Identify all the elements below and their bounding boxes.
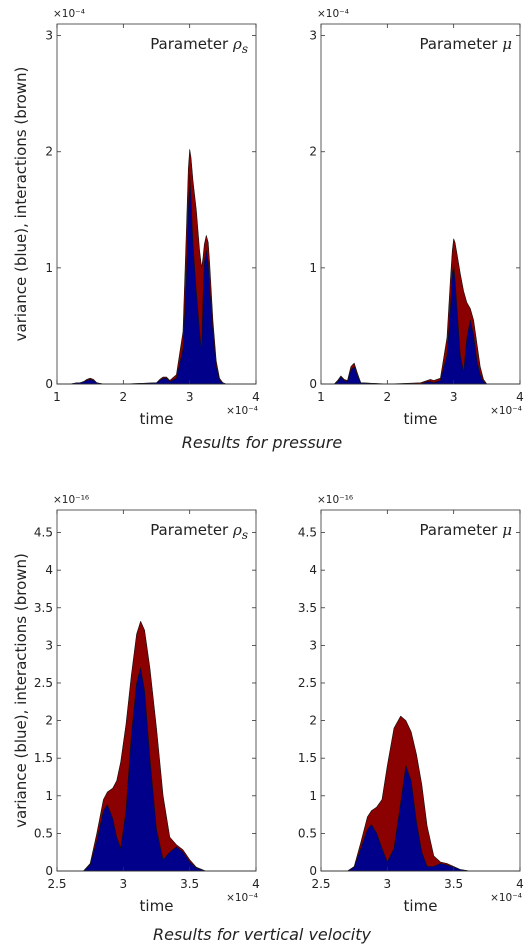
- y-axis-label: variance (blue), interactions (brown): [12, 67, 30, 342]
- x-tick-label: 3.5: [180, 877, 199, 891]
- x-exponent-label: ×10⁻⁴: [490, 405, 522, 417]
- y-tick-label: 2.5: [34, 676, 53, 690]
- chart-title: Parameter μ: [419, 521, 512, 539]
- y-tick-label: 3: [309, 638, 317, 652]
- x-tick-label: 3: [450, 390, 458, 404]
- y-tick-label: 0.5: [298, 826, 317, 840]
- y-tick-label: 4.5: [298, 526, 317, 540]
- x-tick-label: 2.5: [311, 877, 330, 891]
- y-tick-label: 1: [45, 261, 53, 275]
- x-tick-label: 2.5: [47, 877, 66, 891]
- x-tick-label: 3: [120, 877, 128, 891]
- x-exponent-label: ×10⁻⁴: [226, 405, 258, 417]
- x-tick-label: 2: [384, 390, 392, 404]
- area-variance: [320, 765, 521, 872]
- x-tick-label: 3: [384, 877, 392, 891]
- x-tick-label: 1: [317, 390, 325, 404]
- axes-frame: [320, 509, 521, 872]
- chart-title: Parameter μ: [419, 35, 512, 53]
- y-tick-label: 3: [45, 29, 53, 43]
- area-interactions: [56, 149, 257, 385]
- y-tick-label: 2: [45, 145, 53, 159]
- y-exponent-label: ×10⁻¹⁶: [53, 494, 89, 506]
- y-tick-label: 0: [45, 377, 53, 391]
- x-tick-label: 2: [120, 390, 128, 404]
- caption-velocity: Results for vertical velocity: [153, 925, 371, 944]
- chart-velocity-mu: 2.5 3 3.5 4 0 0.5 1 1.5 2 2.5 3 3.5 4 4.5 ×10⁻¹⁶ ×10⁻⁴ t…: [298, 494, 524, 915]
- y-tick-label: 3: [309, 29, 317, 43]
- y-tick-label: 2: [309, 714, 317, 728]
- area-interactions: [320, 238, 521, 385]
- y-tick-label: 3: [45, 638, 53, 652]
- x-axis-label: time: [404, 897, 438, 915]
- area-variance: [56, 174, 257, 385]
- y-tick-label: 0: [45, 864, 53, 878]
- y-exponent-label: ×10⁻⁴: [317, 8, 349, 20]
- x-exponent-label: ×10⁻⁴: [490, 892, 522, 904]
- x-axis-label: time: [404, 410, 438, 428]
- y-tick-label: 4: [45, 563, 53, 577]
- y-tick-label: 3.5: [298, 601, 317, 615]
- axes-frame: [320, 23, 521, 385]
- y-exponent-label: ×10⁻⁴: [53, 8, 85, 20]
- area-variance: [56, 667, 257, 872]
- x-tick-label: 3: [186, 390, 194, 404]
- area-variance: [320, 265, 521, 385]
- chart-title: Parameter ρs: [150, 521, 248, 542]
- y-axis-label: variance (blue), interactions (brown): [12, 553, 30, 828]
- x-tick-label: 4: [252, 390, 260, 404]
- x-tick-label: 4: [252, 877, 260, 891]
- x-exponent-label: ×10⁻⁴: [226, 892, 258, 904]
- y-tick-label: 0: [309, 377, 317, 391]
- x-axis-label: time: [140, 410, 174, 428]
- y-tick-label: 3.5: [34, 601, 53, 615]
- axes-frame: [56, 23, 257, 385]
- x-tick-label: 4: [516, 877, 524, 891]
- y-tick-label: 4.5: [34, 526, 53, 540]
- y-tick-label: 1.5: [298, 751, 317, 765]
- y-tick-label: 1: [309, 789, 317, 803]
- chart-title: Parameter ρs: [150, 35, 248, 56]
- y-tick-label: 0.5: [34, 826, 53, 840]
- x-axis-label: time: [140, 897, 174, 915]
- y-tick-label: 1: [45, 789, 53, 803]
- x-tick-label: 1: [53, 390, 61, 404]
- chart-velocity-rho: 2.5 3 3.5 4 0 0.5 1 1.5 2 2.5 3 3.5 4 4.5 ×10⁻¹⁶ ×10⁻⁴ t…: [12, 494, 260, 915]
- y-tick-label: 4: [309, 563, 317, 577]
- y-tick-label: 0: [309, 864, 317, 878]
- caption-pressure: Results for pressure: [181, 433, 343, 452]
- y-tick-label: 2: [309, 145, 317, 159]
- y-tick-label: 1: [309, 261, 317, 275]
- y-tick-label: 2.5: [298, 676, 317, 690]
- y-tick-label: 2: [45, 714, 53, 728]
- x-tick-label: 3.5: [444, 877, 463, 891]
- y-tick-label: 1.5: [34, 751, 53, 765]
- y-exponent-label: ×10⁻¹⁶: [317, 494, 353, 506]
- axes-frame: [56, 509, 257, 872]
- x-tick-label: 4: [516, 390, 524, 404]
